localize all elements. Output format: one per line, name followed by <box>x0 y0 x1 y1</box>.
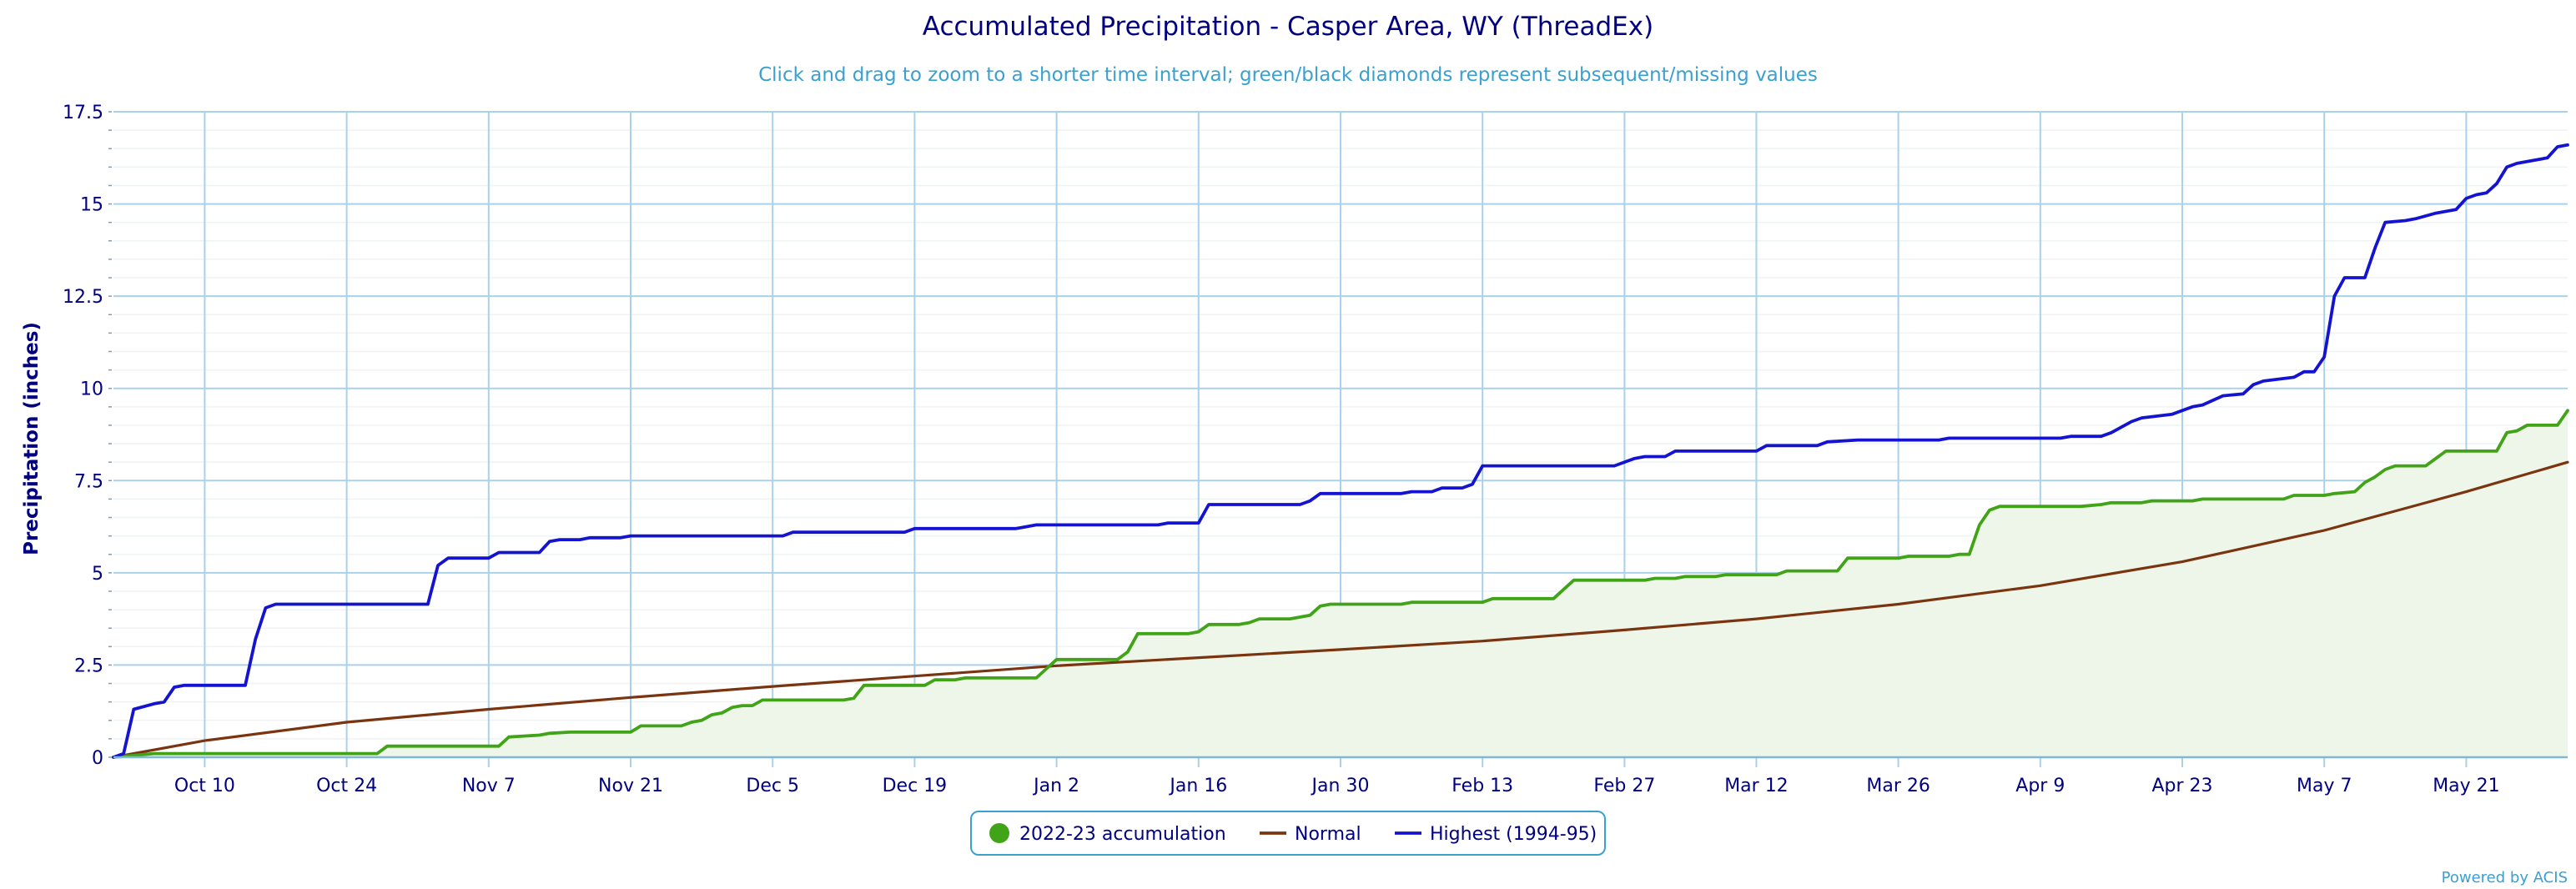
legend-box <box>970 811 1606 856</box>
x-tick-label: Mar 12 <box>1724 776 1789 796</box>
x-tick-label: Apr 23 <box>2152 776 2213 796</box>
y-axis-label: Precipitation (inches) <box>21 322 43 555</box>
chart-title: Accumulated Precipitation - Casper Area,… <box>923 12 1653 42</box>
series-layer <box>112 143 2569 759</box>
x-tick-label: Jan 2 <box>1032 776 1079 796</box>
y-tick-label: 10 <box>80 379 103 400</box>
y-tick-label: 2.5 <box>74 655 103 676</box>
x-tick-label: Oct 24 <box>316 776 377 796</box>
x-tick-label: Feb 13 <box>1452 776 1513 796</box>
chart-subtitle: Click and drag to zoom to a shorter time… <box>758 64 1818 86</box>
x-tick-label: Dec 5 <box>746 776 799 796</box>
legend[interactable]: 2022-23 accumulation Normal Highest (1994-… <box>970 811 1606 856</box>
series-line-0 <box>112 409 2569 759</box>
y-tick-label: 5 <box>92 564 103 585</box>
y-tick-label: 0 <box>92 748 103 769</box>
x-tick-label: Jan 16 <box>1168 776 1227 796</box>
y-tick-label: 7.5 <box>74 471 103 492</box>
legend-label-1: Normal <box>1295 824 1361 845</box>
legend-marker-0 <box>989 823 1009 843</box>
powered-by-credit[interactable]: Powered by ACIS <box>2442 869 2568 886</box>
series-area-0 <box>113 410 2568 757</box>
x-tick-label: Nov 7 <box>462 776 516 796</box>
area-layer <box>113 410 2568 757</box>
x-tick-label: Nov 21 <box>598 776 663 796</box>
x-tick-label: Jan 30 <box>1311 776 1370 796</box>
y-tick-label: 15 <box>80 195 103 216</box>
x-tick-label: May 7 <box>2297 776 2352 796</box>
series-line-1 <box>112 460 2569 759</box>
series-line-2 <box>112 143 2569 759</box>
x-tick-label: Feb 27 <box>1593 776 1655 796</box>
axes: 0 2.5 5 7.5 10 12.5 15 17.5 Oct 10 Oct 24 Nov 7 Nov… <box>63 103 2568 796</box>
x-tick-label: Oct 10 <box>174 776 235 796</box>
x-tick-label: Apr 9 <box>2015 776 2065 796</box>
x-tick-label: May 21 <box>2433 776 2499 796</box>
y-tick-label: 17.5 <box>63 103 103 123</box>
legend-label-0: 2022-23 accumulation <box>1019 824 1226 845</box>
legend-label-2: Highest (1994-95) <box>1430 824 1597 845</box>
x-tick-label: Mar 26 <box>1866 776 1930 796</box>
y-tick-label: 12.5 <box>63 287 103 308</box>
x-tick-label: Dec 19 <box>883 776 948 796</box>
